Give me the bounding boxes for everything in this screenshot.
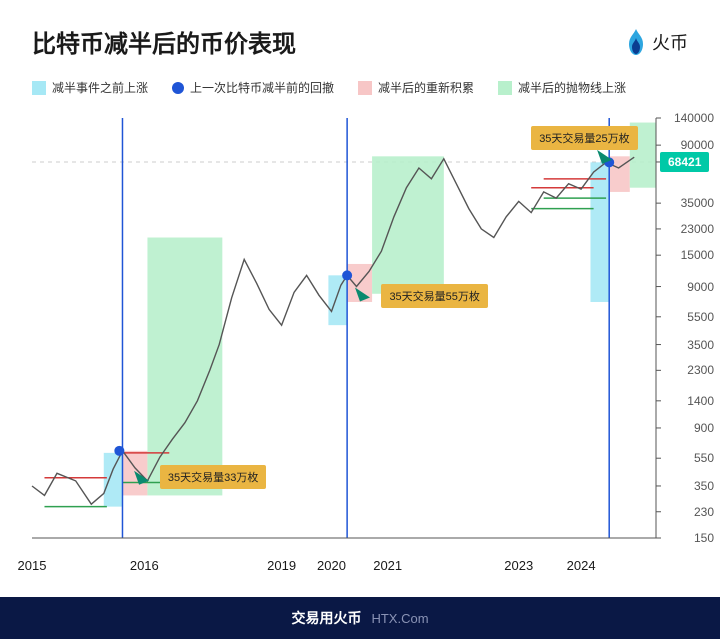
y-tick-label: 3500 xyxy=(687,338,714,352)
y-tick-label: 550 xyxy=(694,451,714,465)
legend-label: 减半事件之前上涨 xyxy=(52,79,148,96)
flame-icon xyxy=(626,29,646,55)
y-tick-label: 1400 xyxy=(687,394,714,408)
chart-canvas xyxy=(0,108,720,558)
y-tick-label: 90000 xyxy=(681,138,714,152)
legend: 减半事件之前上涨 上一次比特币减半前的回撤 减半后的重新积累 减半后的抛物线上涨 xyxy=(0,71,720,100)
y-tick-label: 9000 xyxy=(687,280,714,294)
footer: 交易用火币 HTX.Com xyxy=(0,597,720,639)
current-price-badge: 68421 xyxy=(660,152,709,172)
legend-item: 减半后的抛物线上涨 xyxy=(498,79,626,96)
page-title: 比特币减半后的币价表现 xyxy=(32,24,296,59)
y-tick-label: 35000 xyxy=(681,196,714,210)
y-tick-label: 350 xyxy=(694,479,714,493)
annotation-label: 35天交易量33万枚 xyxy=(160,465,266,489)
legend-label: 减半后的重新积累 xyxy=(378,79,474,96)
x-tick-label: 2020 xyxy=(317,558,346,573)
x-tick-label: 2015 xyxy=(18,558,47,573)
legend-item: 减半事件之前上涨 xyxy=(32,79,148,96)
x-tick-label: 2016 xyxy=(130,558,159,573)
legend-swatch xyxy=(358,81,372,95)
y-axis: 150 230 350 550 900 1400 2300 3500 5500 9000 15000… xyxy=(656,108,714,558)
chart: 150 230 350 550 900 1400 2300 3500 5500 9000 15000… xyxy=(0,108,720,578)
footer-text: 交易用火币 xyxy=(291,608,361,628)
brand: 火币 xyxy=(626,29,688,55)
y-tick-label: 2300 xyxy=(687,363,714,377)
y-tick-label: 230 xyxy=(694,505,714,519)
legend-label: 上一次比特币减半前的回撤 xyxy=(190,79,334,96)
x-tick-label: 2021 xyxy=(373,558,402,573)
header: 比特币减半后的币价表现 火币 xyxy=(0,0,720,71)
annotation-label: 35天交易量25万枚 xyxy=(531,126,637,150)
legend-item: 减半后的重新积累 xyxy=(358,79,474,96)
y-tick-label: 140000 xyxy=(674,111,714,125)
x-tick-label: 2023 xyxy=(504,558,533,573)
footer-link[interactable]: HTX.Com xyxy=(371,611,428,626)
x-tick-label: 2024 xyxy=(567,558,596,573)
legend-label: 减半后的抛物线上涨 xyxy=(518,79,626,96)
legend-swatch xyxy=(498,81,512,95)
x-axis: 2015201620192020202120232024 xyxy=(32,558,652,578)
legend-item: 上一次比特币减半前的回撤 xyxy=(172,79,334,96)
brand-name: 火币 xyxy=(652,29,688,55)
legend-swatch xyxy=(32,81,46,95)
y-tick-label: 15000 xyxy=(681,248,714,262)
y-tick-label: 150 xyxy=(694,531,714,545)
legend-swatch xyxy=(172,82,184,94)
y-tick-label: 900 xyxy=(694,421,714,435)
y-tick-label: 23000 xyxy=(681,222,714,236)
x-tick-label: 2019 xyxy=(267,558,296,573)
annotation-label: 35天交易量55万枚 xyxy=(381,284,487,308)
y-tick-label: 5500 xyxy=(687,310,714,324)
